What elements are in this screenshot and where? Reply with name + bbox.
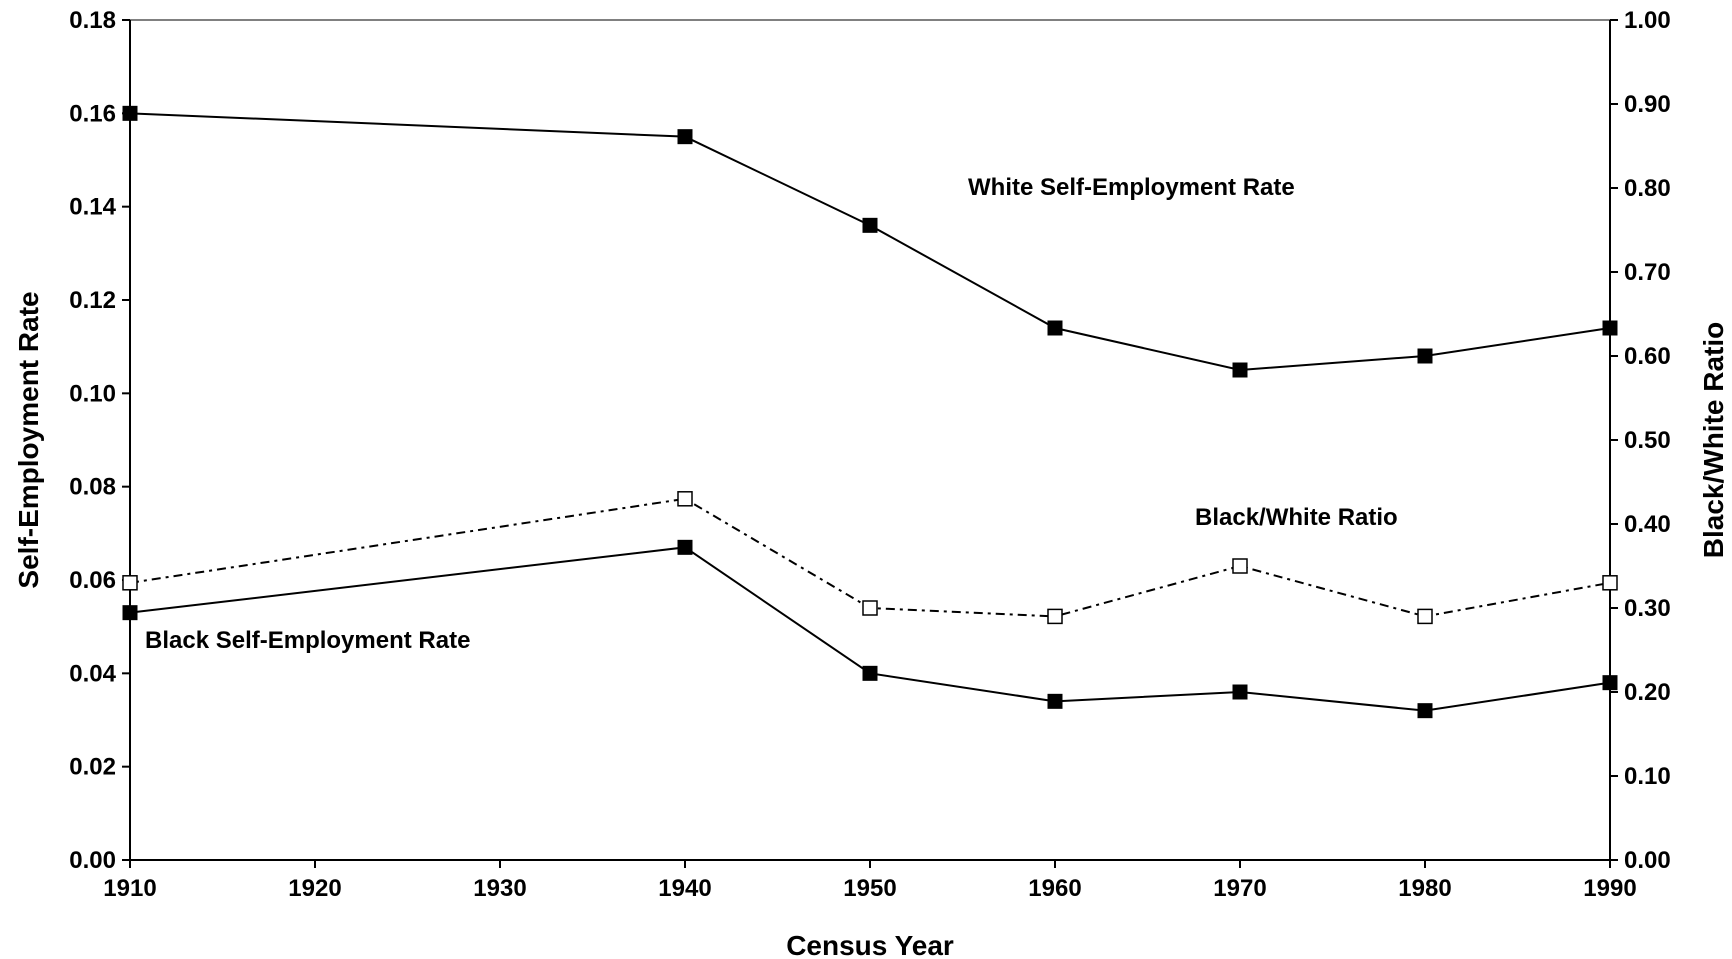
y-axis-title: Self-Employment Rate xyxy=(13,291,44,588)
y-tick-label: 0.06 xyxy=(69,567,116,594)
white-self-employment-rate-point xyxy=(1417,348,1433,364)
white-self-employment-rate-point xyxy=(1602,320,1618,336)
y2-tick-label: 0.10 xyxy=(1624,763,1671,790)
black-self-employment-rate-point xyxy=(1232,684,1248,700)
y-tick-label: 0.04 xyxy=(69,660,116,687)
y-tick-label: 0.08 xyxy=(69,474,116,501)
y2-tick-label: 0.40 xyxy=(1624,511,1671,538)
y-tick-label: 0.16 xyxy=(69,100,116,127)
black-self-employment-rate-point xyxy=(1047,693,1063,709)
y-tick-label: 0.00 xyxy=(69,847,116,874)
y-tick-label: 0.10 xyxy=(69,380,116,407)
series-layer xyxy=(122,105,1618,719)
x-tick-label: 1960 xyxy=(1028,875,1081,902)
black-white-ratio-point xyxy=(862,600,878,616)
ratio-label: Black/White Ratio xyxy=(1195,504,1398,531)
black-self-employment-rate-point xyxy=(1602,675,1618,691)
black-self-employment-rate-point xyxy=(1417,703,1433,719)
x-axis-title: Census Year xyxy=(786,930,954,959)
black-white-ratio-point xyxy=(677,491,693,507)
black-rate-label: Black Self-Employment Rate xyxy=(145,627,470,654)
bottom-axis-ticks: 1910 1920 1930 1940 1950 1960 1970 1980 1990 xyxy=(103,860,1637,902)
x-tick-label: 1950 xyxy=(843,875,896,902)
black-self-employment-rate-point xyxy=(862,665,878,681)
y2-tick-label: 0.70 xyxy=(1624,259,1671,286)
x-tick-label: 1930 xyxy=(473,875,526,902)
y-tick-label: 0.12 xyxy=(69,287,116,314)
y2-axis-title: Black/White Ratio xyxy=(1698,322,1729,558)
y-tick-label: 0.18 xyxy=(69,7,116,34)
black-white-ratio-point xyxy=(1602,575,1618,591)
y2-tick-label: 0.80 xyxy=(1624,175,1671,202)
y-tick-label: 0.14 xyxy=(69,194,116,221)
y2-tick-label: 0.20 xyxy=(1624,679,1671,706)
white-self-employment-rate-point xyxy=(1047,320,1063,336)
right-axis-ticks: 0.00 0.10 0.20 0.30 0.40 0.50 0.60 0.70 0.80 0.90… xyxy=(1610,7,1671,874)
white-self-employment-rate-point xyxy=(677,129,693,145)
black-self-employment-rate-point xyxy=(122,605,138,621)
y2-tick-label: 0.00 xyxy=(1624,847,1671,874)
y2-tick-label: 0.30 xyxy=(1624,595,1671,622)
x-tick-label: 1920 xyxy=(288,875,341,902)
black-self-employment-rate-point xyxy=(677,539,693,555)
y2-tick-label: 0.90 xyxy=(1624,91,1671,118)
white-self-employment-rate-point xyxy=(862,217,878,233)
y2-tick-label: 1.00 xyxy=(1624,7,1671,34)
x-tick-label: 1910 xyxy=(103,875,156,902)
black-white-ratio-point xyxy=(1232,558,1248,574)
x-tick-label: 1990 xyxy=(1583,875,1636,902)
white-self-employment-rate-point xyxy=(1232,362,1248,378)
white-self-employment-rate-line xyxy=(129,112,1611,372)
x-tick-label: 1970 xyxy=(1213,875,1266,902)
plot-frame xyxy=(129,19,1611,861)
y-tick-label: 0.02 xyxy=(69,754,116,781)
black-white-ratio-point xyxy=(1047,608,1063,625)
y2-tick-label: 0.60 xyxy=(1624,343,1671,370)
x-tick-label: 1940 xyxy=(658,875,711,902)
black-white-ratio-point xyxy=(122,575,138,591)
x-tick-label: 1980 xyxy=(1398,875,1451,902)
black-white-ratio-point xyxy=(1417,608,1433,625)
left-axis-ticks: 0.00 0.02 0.04 0.06 0.08 0.10 0.12 0.14 0.16 0.18 xyxy=(69,7,130,874)
white-rate-label: White Self-Employment Rate xyxy=(968,174,1295,201)
y2-tick-label: 0.50 xyxy=(1624,427,1671,454)
white-self-employment-rate-point xyxy=(122,105,138,121)
